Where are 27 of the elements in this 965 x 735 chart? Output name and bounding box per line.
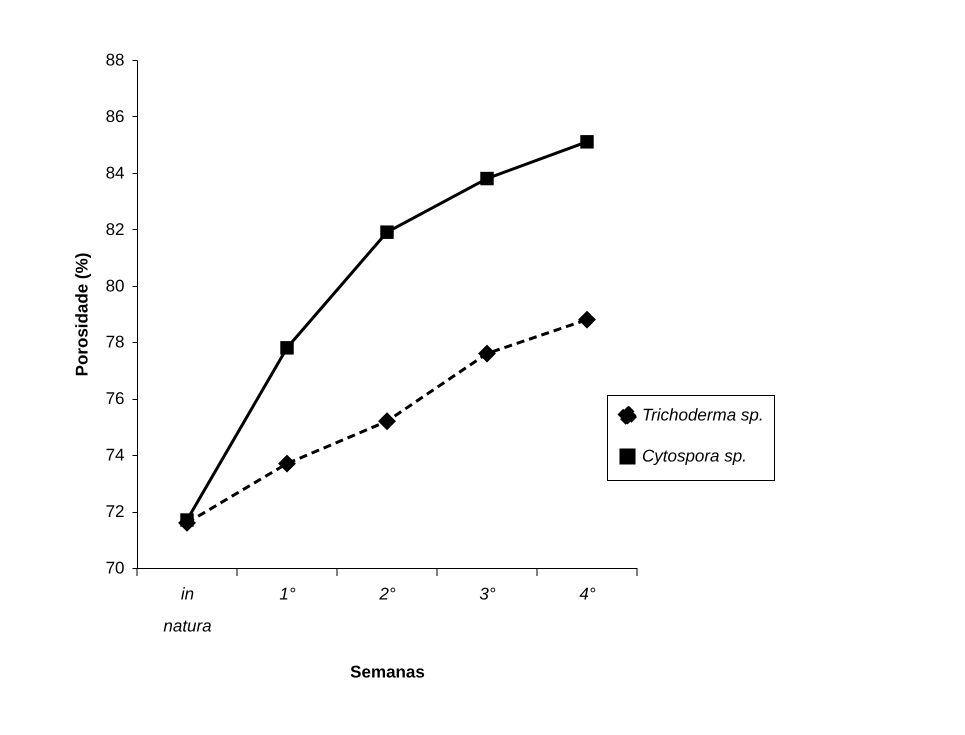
y-tick-label: 86 bbox=[106, 106, 124, 126]
y-tick-label: 70 bbox=[106, 558, 124, 578]
legend-label: Trichoderma sp. bbox=[642, 406, 764, 424]
y-tick-label: 78 bbox=[106, 332, 124, 352]
point bbox=[180, 513, 194, 527]
point bbox=[580, 135, 594, 149]
point bbox=[480, 172, 494, 186]
x-tick-label: 4° bbox=[579, 584, 596, 604]
x-tick-label: in natura bbox=[163, 584, 212, 636]
point bbox=[380, 225, 394, 239]
x-tick-label: 3° bbox=[479, 584, 496, 604]
y-tick-label: 74 bbox=[106, 446, 124, 465]
y-tick-label: 82 bbox=[106, 220, 124, 239]
point bbox=[278, 454, 296, 473]
x-axis-title: Semanas bbox=[350, 662, 425, 682]
point bbox=[378, 412, 396, 430]
y-tick-label: 80 bbox=[106, 276, 124, 296]
y-axis-title: Porosidade (%) bbox=[72, 252, 92, 376]
y-tick-label: 72 bbox=[106, 502, 124, 522]
y-tick-label: 84 bbox=[106, 163, 124, 182]
x-tick-label: 1° bbox=[279, 584, 296, 604]
point bbox=[280, 341, 294, 355]
point bbox=[578, 310, 596, 329]
legend-label: Cytospora sp. bbox=[642, 446, 747, 466]
x-tick-label: 2° bbox=[378, 584, 396, 604]
y-tick-label: 88 bbox=[106, 50, 124, 70]
y-tick-label: 76 bbox=[106, 389, 124, 408]
